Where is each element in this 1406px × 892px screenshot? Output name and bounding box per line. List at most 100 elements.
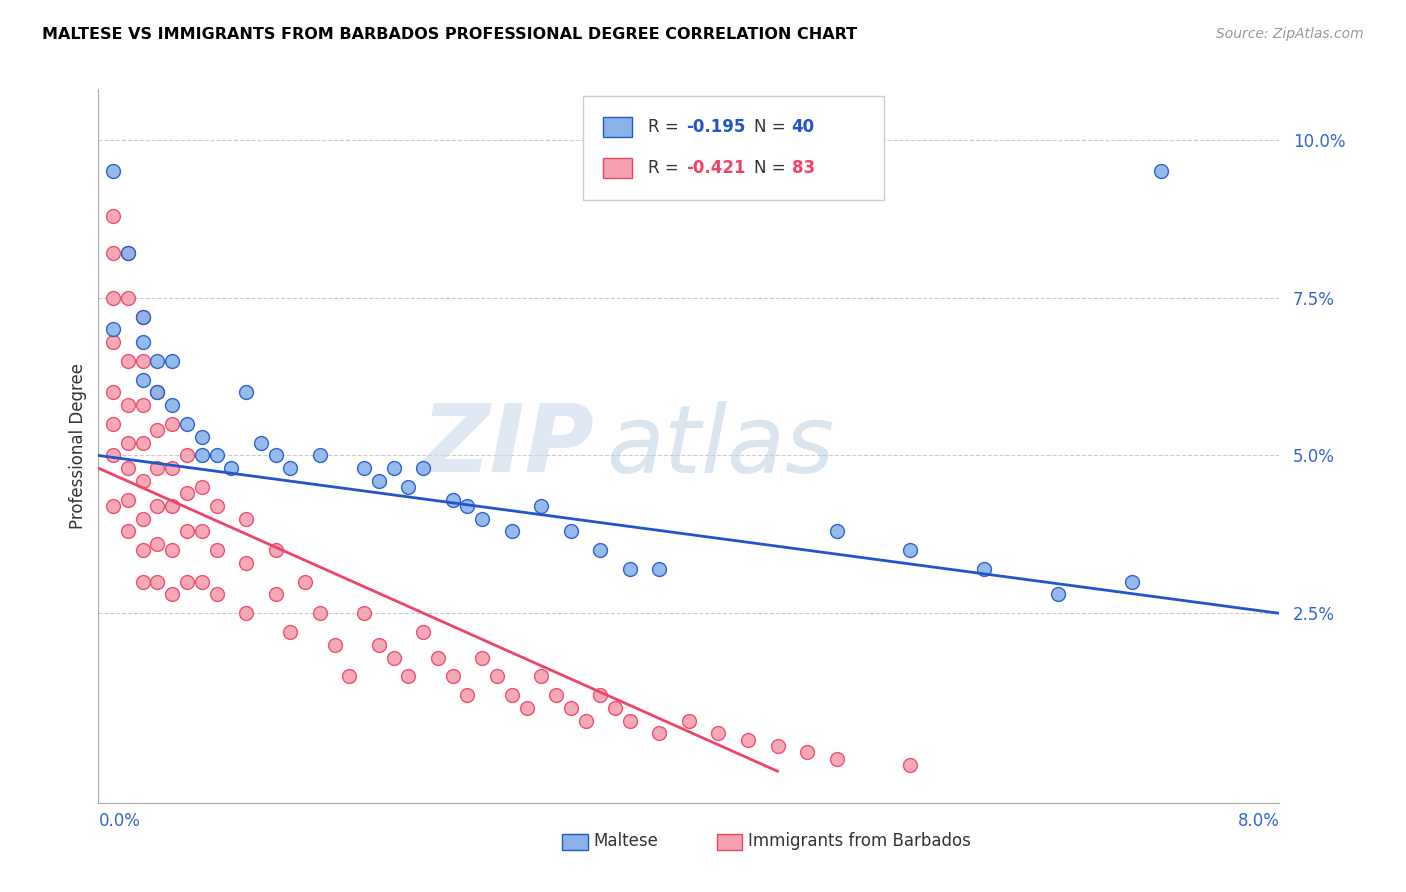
Point (132, 574, 155, 589)
Y-axis label: Professional Degree: Professional Degree (69, 363, 87, 529)
Point (132, 435, 155, 450)
Text: N =: N = (754, 118, 790, 136)
Point (619, 562, 641, 576)
Text: atlas: atlas (606, 401, 835, 491)
Point (146, 423, 169, 437)
Point (191, 429, 214, 443)
Text: 40: 40 (792, 118, 815, 136)
Point (117, 492, 139, 507)
Point (560, 701, 582, 715)
Point (648, 562, 671, 576)
Point (619, 714, 641, 728)
Point (103, 334, 125, 349)
Point (132, 398, 155, 412)
Point (103, 246, 125, 260)
Point (353, 461, 375, 475)
Point (162, 353, 183, 368)
Point (530, 669, 553, 683)
Point (103, 291, 125, 305)
Point (678, 714, 700, 728)
Point (825, 751, 848, 765)
Point (117, 353, 139, 368)
Point (796, 745, 818, 759)
Point (132, 543, 155, 558)
Text: Source: ZipAtlas.com: Source: ZipAtlas.com (1216, 27, 1364, 41)
Point (546, 689, 568, 703)
Point (103, 385, 125, 400)
Point (162, 499, 183, 513)
Text: Immigrants from Barbados: Immigrants from Barbados (748, 832, 972, 850)
Point (146, 499, 169, 513)
Point (103, 417, 125, 431)
Point (132, 511, 155, 525)
Point (103, 449, 125, 463)
Point (219, 461, 242, 475)
Point (382, 650, 405, 665)
Point (515, 701, 537, 715)
Point (235, 385, 257, 400)
Point (146, 461, 169, 475)
Point (146, 385, 169, 400)
Text: R =: R = (648, 118, 683, 136)
Point (456, 689, 478, 703)
Point (103, 499, 125, 513)
Point (737, 732, 759, 747)
Point (235, 556, 257, 570)
Point (1150, 164, 1173, 178)
Point (250, 435, 273, 450)
Point (648, 726, 671, 740)
Point (426, 650, 449, 665)
Point (441, 492, 464, 507)
Point (264, 543, 287, 558)
Point (146, 353, 169, 368)
Point (235, 607, 257, 621)
Point (176, 574, 198, 589)
Point (162, 398, 183, 412)
Point (264, 587, 287, 601)
Point (900, 758, 922, 772)
Point (117, 461, 139, 475)
Point (294, 574, 316, 589)
Point (132, 310, 155, 324)
Text: MALTESE VS IMMIGRANTS FROM BARBADOS PROFESSIONAL DEGREE CORRELATION CHART: MALTESE VS IMMIGRANTS FROM BARBADOS PROF… (42, 27, 858, 42)
Point (132, 310, 155, 324)
Point (132, 474, 155, 488)
Point (278, 461, 302, 475)
Point (337, 669, 360, 683)
Point (471, 511, 494, 525)
Point (205, 449, 228, 463)
Point (278, 625, 302, 640)
Point (191, 449, 214, 463)
Point (176, 449, 198, 463)
Point (501, 689, 523, 703)
Point (103, 164, 125, 178)
Text: R =: R = (648, 159, 683, 177)
Text: -0.195: -0.195 (686, 118, 747, 136)
Point (396, 669, 419, 683)
Point (1121, 574, 1143, 589)
Point (308, 449, 332, 463)
Point (146, 537, 169, 551)
Point (117, 524, 139, 539)
Point (205, 499, 228, 513)
Point (191, 574, 214, 589)
Text: 0.0%: 0.0% (98, 812, 141, 830)
Point (412, 461, 434, 475)
Point (323, 638, 346, 652)
Point (117, 246, 139, 260)
Text: 8.0%: 8.0% (1237, 812, 1279, 830)
Bar (603, 117, 633, 137)
Point (117, 291, 139, 305)
Point (900, 543, 922, 558)
FancyBboxPatch shape (582, 96, 884, 200)
Point (973, 562, 995, 576)
Point (146, 385, 169, 400)
Text: Maltese: Maltese (593, 832, 658, 850)
Point (117, 246, 139, 260)
Text: ZIP: ZIP (422, 400, 595, 492)
Point (396, 480, 419, 494)
Point (191, 480, 214, 494)
Point (412, 625, 434, 640)
Point (766, 739, 789, 753)
Point (235, 511, 257, 525)
